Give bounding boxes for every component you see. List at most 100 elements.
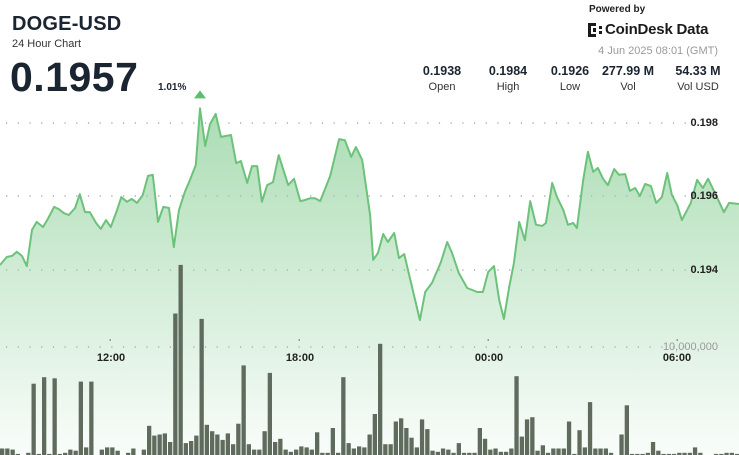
price-area-fill xyxy=(0,108,739,455)
volume-bar xyxy=(378,343,383,455)
volume-bar xyxy=(656,450,661,455)
volume-bar xyxy=(572,453,577,455)
volume-bar xyxy=(367,434,372,455)
volume-bar xyxy=(241,365,246,455)
volume-bar xyxy=(456,443,461,455)
powered-by-label: Powered by xyxy=(589,4,646,15)
coindesk-logo-icon xyxy=(588,22,602,37)
volume-bar xyxy=(393,421,398,455)
timestamp: 4 Jun 2025 08:01 (GMT) xyxy=(598,45,718,57)
volume-bar xyxy=(524,419,530,455)
volume-bar xyxy=(351,448,356,455)
volume-bar xyxy=(698,452,703,455)
volume-bar xyxy=(650,442,656,455)
y-tick-label: 0.196 xyxy=(690,190,718,202)
volume-bar xyxy=(645,452,650,455)
volume-bar xyxy=(267,372,272,455)
volume-bar xyxy=(729,452,734,455)
volume-bar xyxy=(341,377,346,455)
volume-bar xyxy=(110,447,115,455)
volume-bar xyxy=(530,417,535,455)
volume-bar xyxy=(661,453,666,455)
volume-bar xyxy=(126,452,131,455)
volume-bar xyxy=(225,433,230,455)
volume-bar xyxy=(99,449,104,455)
volume-bar xyxy=(666,453,671,455)
volume-bar xyxy=(719,453,724,455)
x-tick-marks xyxy=(109,339,678,341)
volume-bar xyxy=(246,444,251,455)
volume-bar xyxy=(519,436,524,455)
volume-bar xyxy=(204,424,209,455)
volume-bar xyxy=(404,428,409,455)
volume-bar xyxy=(73,450,78,455)
x-tick-label: 06:00 xyxy=(662,352,692,364)
price-change: 1.01% xyxy=(158,82,187,93)
volume-bar xyxy=(414,447,419,455)
volume-bar xyxy=(383,444,388,455)
stat-low: 0.1926 Low xyxy=(535,64,605,93)
volume-bar xyxy=(472,452,477,455)
volume-bar xyxy=(640,453,645,455)
volume-bar xyxy=(409,437,414,455)
volume-bar xyxy=(262,431,267,455)
volume-bar xyxy=(257,449,262,455)
volume-bar xyxy=(514,376,519,455)
volume-bar xyxy=(419,419,425,455)
volume-bar xyxy=(629,453,635,455)
volume-bar xyxy=(430,450,435,455)
volume-bar xyxy=(199,318,204,455)
volume-bar xyxy=(105,447,110,455)
volume-bar xyxy=(503,451,509,455)
volume-bar xyxy=(89,381,94,455)
volume-bar xyxy=(168,442,173,455)
volume-bar xyxy=(42,377,47,455)
stat-open: 0.1938 Open xyxy=(407,64,477,93)
volume-bar xyxy=(577,430,582,455)
volume-bar xyxy=(624,405,629,455)
volume-bar xyxy=(467,452,472,455)
volume-bar xyxy=(294,449,299,455)
volume-bar xyxy=(362,447,367,455)
x-tick-label: 12:00 xyxy=(96,352,126,364)
x-tick-mark xyxy=(487,339,490,341)
volume-bar xyxy=(399,418,404,455)
volume-bar xyxy=(215,434,220,455)
volume-bar xyxy=(309,449,314,455)
x-tick-label: 00:00 xyxy=(474,352,504,364)
stat-label: Open xyxy=(428,81,456,93)
stat-value: 0.1926 xyxy=(550,64,590,78)
volume-bar xyxy=(682,452,687,455)
volume-bar xyxy=(619,434,624,455)
volume-bar xyxy=(482,438,488,455)
volume-bar xyxy=(31,383,36,455)
volume-bar xyxy=(78,381,83,455)
volume-bar xyxy=(26,452,31,455)
volume-bar xyxy=(545,452,551,455)
volume-bar xyxy=(724,452,729,455)
volume-bar xyxy=(509,448,514,455)
high-marker-triangle-icon xyxy=(194,90,206,99)
volume-bar xyxy=(692,447,698,455)
volume-bar xyxy=(336,452,341,455)
volume-bars xyxy=(0,264,739,455)
price-line xyxy=(0,107,739,322)
stat-high: 0.1984 High xyxy=(473,64,543,93)
stat-value: 0.1938 xyxy=(422,64,462,78)
volume-bar xyxy=(288,451,293,455)
volume-bar xyxy=(57,453,62,455)
volume-bar xyxy=(36,453,41,455)
stat-label: Low xyxy=(559,81,581,93)
volume-bar xyxy=(10,449,15,455)
volume-bar xyxy=(315,432,320,455)
volume-bar xyxy=(346,443,351,455)
volume-bar xyxy=(52,378,57,455)
volume-bar xyxy=(210,431,215,455)
volume-bar xyxy=(236,423,241,455)
stat-value: 0.1984 xyxy=(488,64,528,78)
volume-bar xyxy=(357,446,362,455)
volume-bar xyxy=(152,435,157,455)
volume-bar xyxy=(273,442,278,455)
volume-bar xyxy=(535,450,540,455)
